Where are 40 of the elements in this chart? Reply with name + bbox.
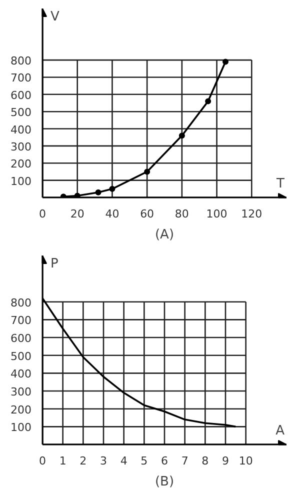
y-tick-label: 100 (10, 174, 32, 188)
x-tick-label: 1 (59, 454, 66, 468)
y-tick-label: 400 (10, 368, 32, 381)
x-tick-label: 100 (206, 208, 228, 220)
x-tick-label: 10 (238, 454, 253, 468)
y-tick-label: 200 (10, 403, 32, 416)
y-tick-label: 200 (10, 158, 32, 171)
x-tick-label: 20 (70, 208, 84, 220)
x-tick-label: 7 (181, 454, 188, 468)
y-tick-label: 800 (10, 54, 32, 68)
y-tick-label: 700 (10, 72, 32, 85)
x-tick-label: 5 (140, 454, 148, 468)
y-tick-label: 600 (10, 332, 32, 346)
x-tick-label: 6 (161, 454, 168, 468)
y-tick-label: 300 (10, 386, 32, 399)
y-axis-title: V (50, 10, 60, 24)
text: (A) (154, 228, 174, 242)
x-tick-label: 9 (222, 454, 229, 468)
y-tick-label: 700 (10, 314, 32, 328)
y-tick-label: 600 (10, 88, 32, 102)
x-tick-label: 80 (174, 208, 189, 220)
x-tick-label: 3 (100, 454, 107, 468)
x-tick-label: 40 (105, 208, 120, 220)
x-tick-label: 0 (39, 208, 46, 220)
y-tick-label: 400 (10, 123, 32, 136)
y-tick-label: 100 (10, 421, 32, 434)
x-tick-label: 4 (120, 454, 128, 468)
x-tick-label: 8 (202, 454, 209, 468)
y-tick-label: 800 (10, 296, 32, 310)
y-tick-label: 500 (10, 106, 32, 120)
x-tick-label: 120 (241, 208, 262, 220)
x-axis-title: T (276, 176, 285, 192)
y-tick-label: 300 (10, 140, 32, 154)
y-axis-title: P (50, 256, 58, 272)
x-tick-label: 0 (39, 454, 46, 468)
x-tick-label: 60 (140, 208, 154, 220)
x-axis-title: A (276, 424, 285, 438)
y-tick-label: 500 (10, 350, 32, 363)
x-tick-label: 2 (80, 454, 87, 468)
text: (B) (154, 474, 174, 490)
